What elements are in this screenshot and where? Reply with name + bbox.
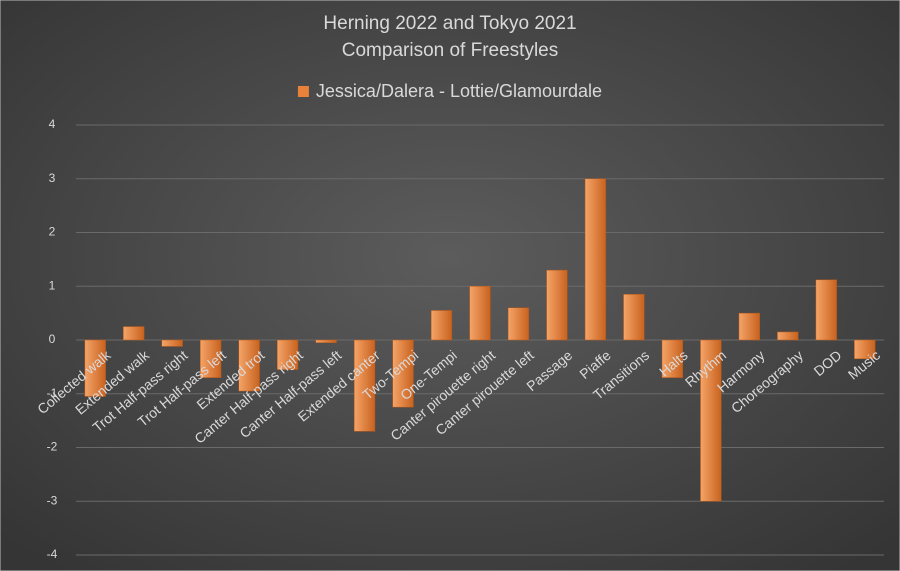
y-tick-label: -2 — [47, 440, 58, 454]
y-tick-label: 3 — [49, 171, 56, 185]
bar — [469, 286, 491, 341]
bar — [815, 279, 837, 341]
bar — [546, 269, 568, 341]
y-tick-label: 1 — [49, 278, 56, 292]
bar — [661, 339, 684, 378]
bar — [392, 339, 414, 408]
bar — [700, 339, 722, 502]
y-tick-label: 0 — [49, 332, 56, 346]
bar — [430, 310, 453, 341]
bar — [738, 312, 760, 341]
y-tick-label: -1 — [47, 386, 58, 400]
bar — [315, 339, 337, 343]
y-tick-label: -3 — [47, 493, 58, 507]
legend-label: Jessica/Dalera - Lottie/Glamourdale — [316, 81, 602, 101]
bar — [200, 339, 222, 378]
bar — [777, 331, 799, 341]
bar — [507, 307, 530, 341]
y-tick-label: 4 — [49, 117, 56, 131]
bar — [854, 339, 876, 360]
bar — [238, 339, 260, 392]
chart-title: Herning 2022 and Tokyo 2021 — [323, 13, 576, 34]
y-tick-label: -4 — [47, 547, 58, 561]
legend-swatch — [297, 86, 309, 97]
bar — [353, 339, 376, 432]
bar — [584, 178, 607, 341]
bar — [161, 339, 183, 347]
bar — [276, 339, 299, 370]
bar — [123, 326, 145, 341]
bar — [623, 294, 645, 341]
bar — [84, 339, 106, 397]
chart-subtitle: Comparison of Freestyles — [342, 40, 558, 61]
y-tick-label: 2 — [49, 225, 56, 239]
